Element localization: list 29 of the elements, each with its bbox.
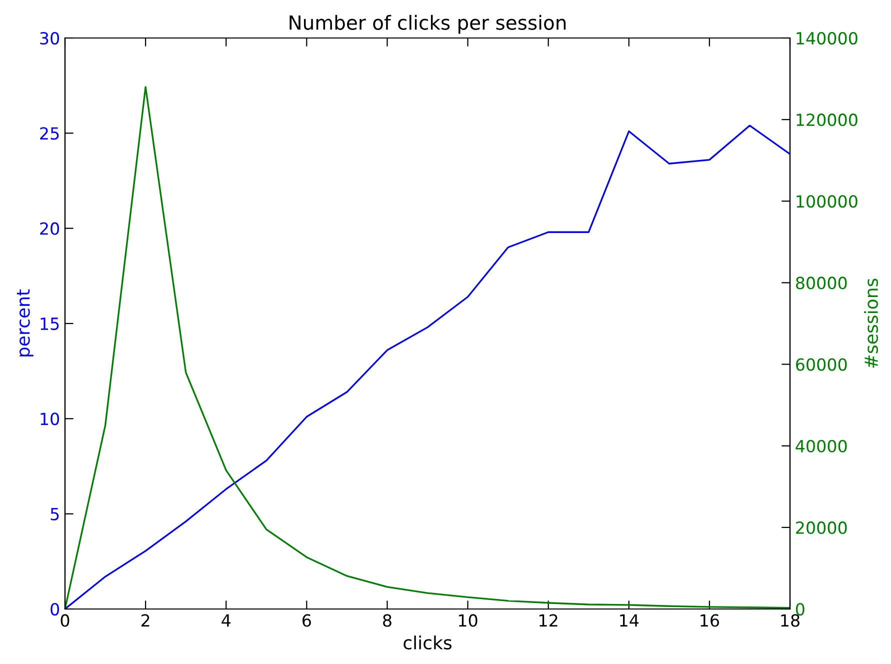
y-tick-label: 10 bbox=[40, 412, 60, 426]
y-tick-label: 15 bbox=[40, 318, 59, 330]
x-tick-label: 6 bbox=[302, 614, 311, 627]
x-tick-label: 2 bbox=[141, 614, 150, 627]
x-tick-label: 8 bbox=[383, 614, 392, 627]
x-tick-label: 0 bbox=[60, 614, 70, 627]
y-tick-label: 5 bbox=[50, 508, 59, 520]
y2-tick-label: 100000 bbox=[796, 195, 858, 208]
y2-tick-label: 60000 bbox=[796, 358, 847, 371]
x-tick-label: 4 bbox=[222, 614, 230, 627]
y-axis-title: percent bbox=[16, 289, 34, 356]
chart-title: Number of clicks per session bbox=[290, 14, 566, 34]
y2-tick-label: 20000 bbox=[796, 521, 847, 534]
x-tick-label: 14 bbox=[620, 614, 639, 627]
x-tick-label: 16 bbox=[700, 614, 719, 627]
y2-axis-title: #sessions bbox=[864, 278, 878, 368]
y2-tick-label: 40000 bbox=[796, 440, 847, 452]
y-tick-label: 0 bbox=[50, 602, 60, 616]
y-tick-label: 20 bbox=[40, 222, 60, 235]
x-axis-title: clicks bbox=[404, 636, 452, 650]
x-tick-label: 12 bbox=[540, 614, 558, 627]
x-tick-label: 18 bbox=[781, 614, 800, 627]
y2-tick-label: 80000 bbox=[796, 276, 847, 290]
y2-tick-label: 140000 bbox=[796, 32, 858, 45]
y-tick-label: 25 bbox=[40, 127, 59, 140]
y2-tick-label: 0 bbox=[796, 602, 804, 616]
y2-tick-label: 120000 bbox=[796, 114, 858, 126]
y-tick-label: 30 bbox=[40, 32, 60, 45]
x-tick-label: 10 bbox=[459, 614, 478, 627]
